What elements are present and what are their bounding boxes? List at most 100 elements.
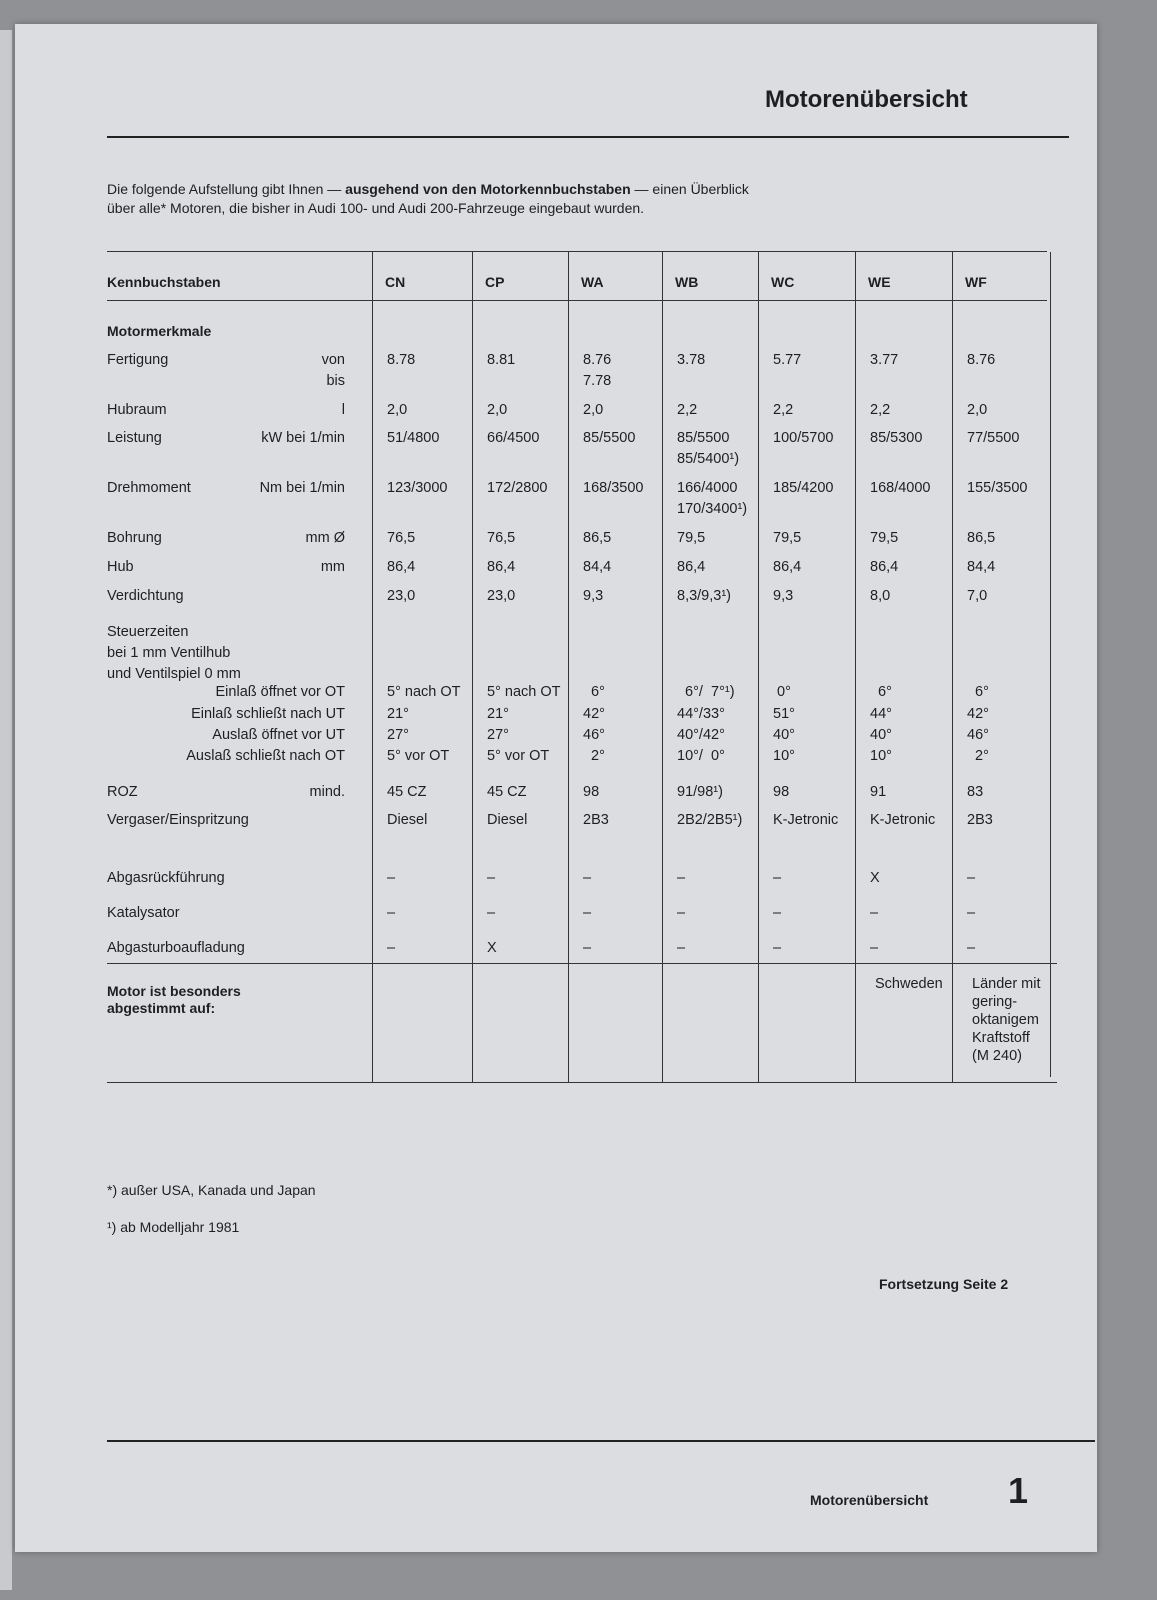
column-divider [1050, 252, 1051, 1077]
table-bottom-rule [107, 1082, 1057, 1083]
table-cell: – [387, 940, 396, 956]
table-cell: 7,0 [967, 588, 988, 604]
table-cell: – [583, 905, 592, 921]
table-cell: 2B2/2B5¹) [677, 812, 743, 828]
table-cell: 27° [487, 727, 509, 743]
table-cell: 2° [967, 748, 989, 764]
special-tuning-label: Motor ist besonders abgestimmt auf: [107, 983, 241, 1016]
table-cell: 86,4 [773, 559, 802, 575]
row-unit: mind. [309, 784, 345, 800]
table-cell: 23,0 [487, 588, 516, 604]
table-cell: 2° [583, 748, 605, 764]
row-unit: Auslaß öffnet vor UT [212, 727, 345, 743]
table-cell: 86,5 [967, 530, 996, 546]
table-cell: 2,0 [583, 402, 604, 418]
table-cell: 5° vor OT [387, 748, 450, 764]
column-divider [758, 252, 759, 1082]
table-cell: 42° [967, 706, 989, 722]
table-cell: 6° [583, 684, 605, 700]
table-cell: 21° [387, 706, 409, 722]
table-cell: 86,5 [583, 530, 612, 546]
row-label: Drehmoment [107, 480, 191, 496]
footnote-1: ¹) ab Modelljahr 1981 [107, 1219, 240, 1235]
table-cell: – [583, 870, 592, 886]
intro-text: Die folgende Aufstellung gibt Ihnen — au… [107, 180, 749, 218]
table-cell: 9,3 [583, 588, 604, 604]
row-label: Abgasturboaufladung [107, 940, 245, 956]
intro-text-part: — einen Überblick [630, 181, 749, 197]
row-unit: mm [320, 559, 345, 575]
table-cell: 85/5300 [870, 430, 923, 446]
table-cell: 40° [870, 727, 892, 743]
table-cell: 76,5 [487, 530, 516, 546]
header-rule [107, 136, 1069, 138]
table-cell: Diesel [387, 812, 428, 828]
table-cell: – [773, 905, 782, 921]
table-cell: 86,4 [487, 559, 516, 575]
row-label: Abgasrückführung [107, 870, 225, 886]
row-label: Bohrung [107, 530, 162, 546]
row-unit: kW bei 1/min [261, 430, 345, 446]
row-label: ROZ [107, 784, 138, 800]
footer-rule [107, 1440, 1095, 1442]
column-header-cn: CN [385, 274, 406, 290]
table-cell: 51° [773, 706, 795, 722]
table-cell: 23,0 [387, 588, 416, 604]
table-cell: 2,2 [773, 402, 794, 418]
column-divider [952, 252, 953, 1082]
table-cell: 45 CZ [387, 784, 427, 800]
row-unit: Auslaß schließt nach OT [186, 748, 345, 764]
column-header-wc: WC [771, 274, 795, 290]
intro-text-part: Die folgende Aufstellung gibt Ihnen — [107, 181, 346, 197]
row-label: Katalysator [107, 905, 180, 921]
table-cell: 98 [583, 784, 600, 800]
table-cell: 172/2800 [487, 480, 548, 496]
table-cell: 6°/ 7°¹) [677, 684, 735, 700]
intro-text-line2: über alle* Motoren, die bisher in Audi 1… [107, 200, 645, 216]
column-divider [372, 252, 373, 1082]
table-cell: X [487, 940, 497, 956]
table-cell: 27° [387, 727, 409, 743]
table-cell: 77/5500 [967, 430, 1020, 446]
row-label: Vergaser/Einspritzung [107, 812, 249, 828]
table-cell: Diesel [487, 812, 528, 828]
table-cell: 5° nach OT [487, 684, 561, 700]
table-cell: – [387, 870, 396, 886]
table-cell: 44°/33° [677, 706, 725, 722]
table-cell: 6° [870, 684, 892, 700]
table-cell: 85/5500 85/5400¹) [677, 430, 740, 467]
table-cell: 79,5 [677, 530, 706, 546]
row-unit: l [341, 402, 345, 418]
table-cell: Schweden [875, 976, 943, 992]
table-cell: 10°/ 0° [677, 748, 725, 764]
table-cell: 2B3 [583, 812, 609, 828]
table-cell: 91/98¹) [677, 784, 723, 800]
table-header-rule [107, 300, 1047, 301]
table-cell: 168/3500 [583, 480, 644, 496]
table-cell: 185/4200 [773, 480, 834, 496]
table-cell: 8.76 [967, 352, 996, 368]
table-cell: 86,4 [387, 559, 416, 575]
table-cell: 5° nach OT [387, 684, 461, 700]
table-cell: 5° vor OT [487, 748, 550, 764]
table-cell: 5.77 [773, 352, 802, 368]
table-cell: 6° [967, 684, 989, 700]
table-cell: 79,5 [870, 530, 899, 546]
column-divider [855, 252, 856, 1082]
table-cell: 79,5 [773, 530, 802, 546]
footnote-asterisk: *) außer USA, Kanada und Japan [107, 1182, 316, 1198]
column-divider [472, 252, 473, 1082]
table-cell: 44° [870, 706, 892, 722]
row-label: Leistung [107, 430, 162, 446]
table-cell: 40° [773, 727, 795, 743]
table-cell: – [487, 905, 496, 921]
table-cell: K-Jetronic [773, 812, 839, 828]
row-label: Steuerzeiten bei 1 mm Ventilhub und Vent… [107, 624, 241, 682]
table-cell: 155/3500 [967, 480, 1028, 496]
table-cell: 84,4 [967, 559, 996, 575]
table-cell: – [583, 940, 592, 956]
table-cell: 86,4 [870, 559, 899, 575]
table-cell: 86,4 [677, 559, 706, 575]
table-cell: K-Jetronic [870, 812, 936, 828]
table-cell: 8,0 [870, 588, 891, 604]
